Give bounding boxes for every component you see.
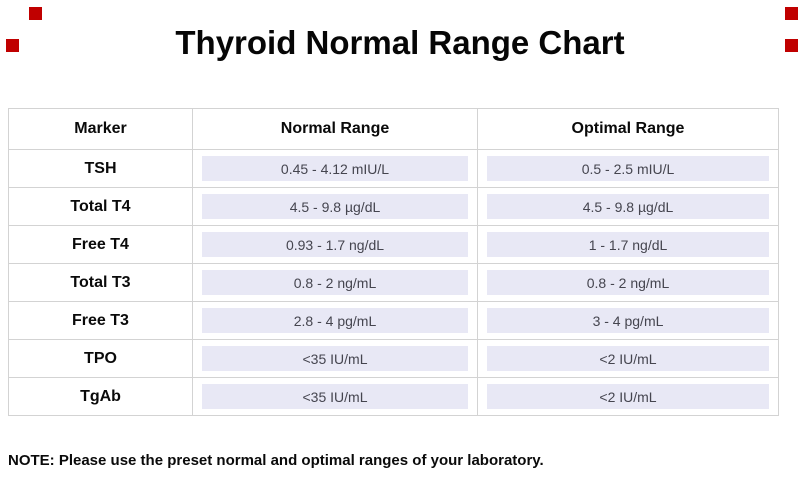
normal-range-value: <35 IU/mL xyxy=(202,384,468,409)
note-text: NOTE: Please use the preset normal and o… xyxy=(8,452,544,469)
normal-range-value: 4.5 - 9.8 µg/dL xyxy=(202,194,468,219)
thyroid-range-table: Marker Normal Range Optimal Range TSH 0.… xyxy=(8,108,779,416)
page-title: Thyroid Normal Range Chart xyxy=(175,24,625,61)
normal-range-cell: <35 IU/mL xyxy=(193,378,478,415)
optimal-range-cell: 1 - 1.7 ng/dL xyxy=(478,226,778,263)
optimal-range-value: 1 - 1.7 ng/dL xyxy=(487,232,769,257)
header-optimal-range: Optimal Range xyxy=(571,120,685,137)
normal-range-cell: 0.93 - 1.7 ng/dL xyxy=(193,226,478,263)
table-row: TPO <35 IU/mL <2 IU/mL xyxy=(9,339,778,377)
marker-label: TgAb xyxy=(9,378,193,415)
marker-label: Free T4 xyxy=(9,226,193,263)
marker-label: TSH xyxy=(9,150,193,187)
optimal-range-cell: <2 IU/mL xyxy=(478,340,778,377)
table-row: Free T4 0.93 - 1.7 ng/dL 1 - 1.7 ng/dL xyxy=(9,225,778,263)
normal-range-value: <35 IU/mL xyxy=(202,346,468,371)
optimal-range-value: 0.8 - 2 ng/mL xyxy=(487,270,769,295)
normal-range-cell: 2.8 - 4 pg/mL xyxy=(193,302,478,339)
optimal-range-value: <2 IU/mL xyxy=(487,384,769,409)
red-square-decoration xyxy=(785,39,798,52)
optimal-range-value: 3 - 4 pg/mL xyxy=(487,308,769,333)
optimal-range-cell: 4.5 - 9.8 µg/dL xyxy=(478,188,778,225)
table-header-row: Marker Normal Range Optimal Range xyxy=(9,109,778,149)
normal-range-value: 0.8 - 2 ng/mL xyxy=(202,270,468,295)
optimal-range-cell: 3 - 4 pg/mL xyxy=(478,302,778,339)
optimal-range-cell: 0.5 - 2.5 mIU/L xyxy=(478,150,778,187)
table-row: Total T3 0.8 - 2 ng/mL 0.8 - 2 ng/mL xyxy=(9,263,778,301)
table-row: TSH 0.45 - 4.12 mIU/L 0.5 - 2.5 mIU/L xyxy=(9,149,778,187)
marker-label: TPO xyxy=(9,340,193,377)
marker-label: Total T4 xyxy=(9,188,193,225)
marker-label: Free T3 xyxy=(9,302,193,339)
red-square-decoration xyxy=(6,39,19,52)
header-marker: Marker xyxy=(9,109,193,149)
optimal-range-value: 0.5 - 2.5 mIU/L xyxy=(487,156,769,181)
table-row: TgAb <35 IU/mL <2 IU/mL xyxy=(9,377,778,415)
normal-range-cell: 0.8 - 2 ng/mL xyxy=(193,264,478,301)
table-row: Total T4 4.5 - 9.8 µg/dL 4.5 - 9.8 µg/dL xyxy=(9,187,778,225)
normal-range-cell: <35 IU/mL xyxy=(193,340,478,377)
red-square-decoration xyxy=(29,7,42,20)
marker-label: Total T3 xyxy=(9,264,193,301)
optimal-range-value: 4.5 - 9.8 µg/dL xyxy=(487,194,769,219)
normal-range-value: 0.45 - 4.12 mIU/L xyxy=(202,156,468,181)
normal-range-cell: 0.45 - 4.12 mIU/L xyxy=(193,150,478,187)
normal-range-value: 2.8 - 4 pg/mL xyxy=(202,308,468,333)
normal-range-cell: 4.5 - 9.8 µg/dL xyxy=(193,188,478,225)
header-normal-range: Normal Range xyxy=(193,109,478,149)
table-row: Free T3 2.8 - 4 pg/mL 3 - 4 pg/mL xyxy=(9,301,778,339)
optimal-range-cell: 0.8 - 2 ng/mL xyxy=(478,264,778,301)
optimal-range-value: <2 IU/mL xyxy=(487,346,769,371)
red-square-decoration xyxy=(785,7,798,20)
normal-range-value: 0.93 - 1.7 ng/dL xyxy=(202,232,468,257)
optimal-range-cell: <2 IU/mL xyxy=(478,378,778,415)
